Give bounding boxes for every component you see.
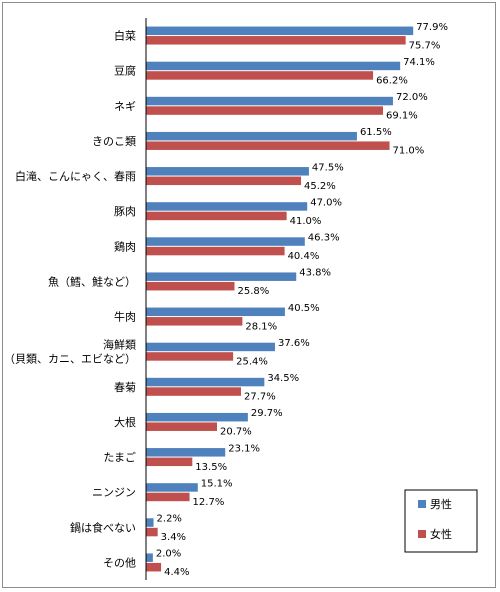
bar-female [146, 317, 243, 326]
bar-male [146, 342, 275, 352]
legend-label-male: 男性 [430, 497, 452, 511]
category-label: 豚肉 [114, 205, 136, 218]
bar-male [146, 167, 309, 176]
value-label-male: 2.0% [156, 549, 181, 560]
bar-male [146, 412, 248, 422]
bar-male [146, 518, 154, 527]
category-label: 豆腐 [114, 64, 136, 78]
category-label: 鍋は食べない [70, 520, 136, 534]
bar-female [146, 211, 287, 221]
bar-female [146, 492, 190, 502]
bar-male [146, 237, 305, 246]
value-label-male: 23.1% [228, 443, 260, 454]
value-label-female: 20.7% [220, 427, 252, 438]
value-label-male: 43.8% [299, 268, 331, 279]
value-label-male: 46.3% [308, 233, 340, 244]
category-label: 魚（鱈、鮭など） [48, 274, 136, 288]
bar-female [146, 527, 158, 537]
bar-male [146, 26, 414, 36]
value-label-male: 47.0% [310, 197, 342, 208]
value-label-female: 41.0% [290, 216, 322, 227]
value-label-female: 13.5% [195, 462, 227, 473]
bar-male [146, 131, 357, 141]
value-label-female: 66.2% [376, 75, 408, 86]
bar-male [146, 96, 393, 106]
value-label-female: 75.7% [409, 40, 441, 51]
value-label-female: 69.1% [386, 111, 418, 122]
bar-male [146, 553, 153, 562]
category-label: きのこ類 [92, 135, 136, 148]
legend-swatch-male [418, 500, 426, 508]
bar-male [146, 483, 198, 492]
value-label-male: 37.6% [278, 338, 310, 349]
bars-layer [146, 26, 414, 572]
value-label-female: 25.4% [236, 356, 268, 367]
value-label-male: 74.1% [403, 57, 435, 68]
value-label-female: 40.4% [288, 251, 320, 262]
legend-label-female: 女性 [430, 527, 452, 541]
category-label: 海鮮類（貝類、カニ、エビなど） [4, 338, 136, 366]
value-label-male: 29.7% [251, 408, 283, 419]
category-label: 春菊 [114, 381, 136, 394]
value-label-female: 28.1% [245, 321, 277, 332]
bar-female [146, 352, 234, 361]
category-label: 鶏肉 [114, 239, 136, 253]
value-label-male: 34.5% [267, 373, 299, 384]
bar-female [146, 176, 302, 186]
legend-swatch-female [418, 530, 426, 538]
category-label: 白菜 [114, 29, 136, 43]
labels-layer: 白菜 77.9% 75.7% 豆腐 74.1% 66.2% ネギ 72.0% 69.1% きのこ類… [4, 22, 448, 578]
category-label: 牛肉 [114, 310, 136, 324]
value-label-male: 77.9% [416, 22, 448, 33]
bar-male [146, 377, 265, 387]
legend: 男性 女性 [404, 489, 478, 553]
value-label-male: 47.5% [312, 162, 344, 173]
value-label-female: 25.8% [237, 286, 269, 297]
bar-male [146, 202, 308, 211]
bar-female [146, 36, 406, 45]
bar-female [146, 281, 235, 291]
value-label-female: 12.7% [193, 497, 225, 508]
value-label-male: 72.0% [396, 92, 428, 103]
category-label: たまご [103, 450, 136, 464]
value-label-male: 61.5% [360, 127, 392, 138]
category-label: 白滝、こんにゃく、春雨 [15, 169, 136, 183]
value-label-female: 4.4% [164, 567, 189, 578]
bar-female [146, 387, 242, 396]
value-label-female: 45.2% [304, 181, 336, 192]
bar-female [146, 562, 162, 572]
bar-female [146, 141, 390, 150]
value-label-female: 3.4% [161, 532, 186, 543]
bar-male [146, 307, 285, 317]
value-label-female: 27.7% [244, 392, 276, 403]
bar-female [146, 246, 285, 256]
legend-box [404, 489, 478, 553]
bar-female [146, 71, 374, 80]
value-label-male: 15.1% [201, 478, 233, 489]
value-label-male: 2.2% [157, 514, 182, 525]
bar-male [146, 61, 401, 71]
bar-female [146, 106, 384, 115]
category-label: 大根 [114, 415, 136, 429]
value-label-female: 71.0% [393, 146, 425, 157]
bar-male [146, 272, 297, 281]
bar-female [146, 457, 193, 467]
category-label: ネギ [114, 100, 136, 113]
bar-male [146, 448, 226, 457]
bar-female [146, 422, 218, 431]
category-label: ニンジン [92, 486, 136, 499]
category-label: その他 [103, 556, 136, 569]
value-label-male: 40.5% [288, 303, 320, 314]
